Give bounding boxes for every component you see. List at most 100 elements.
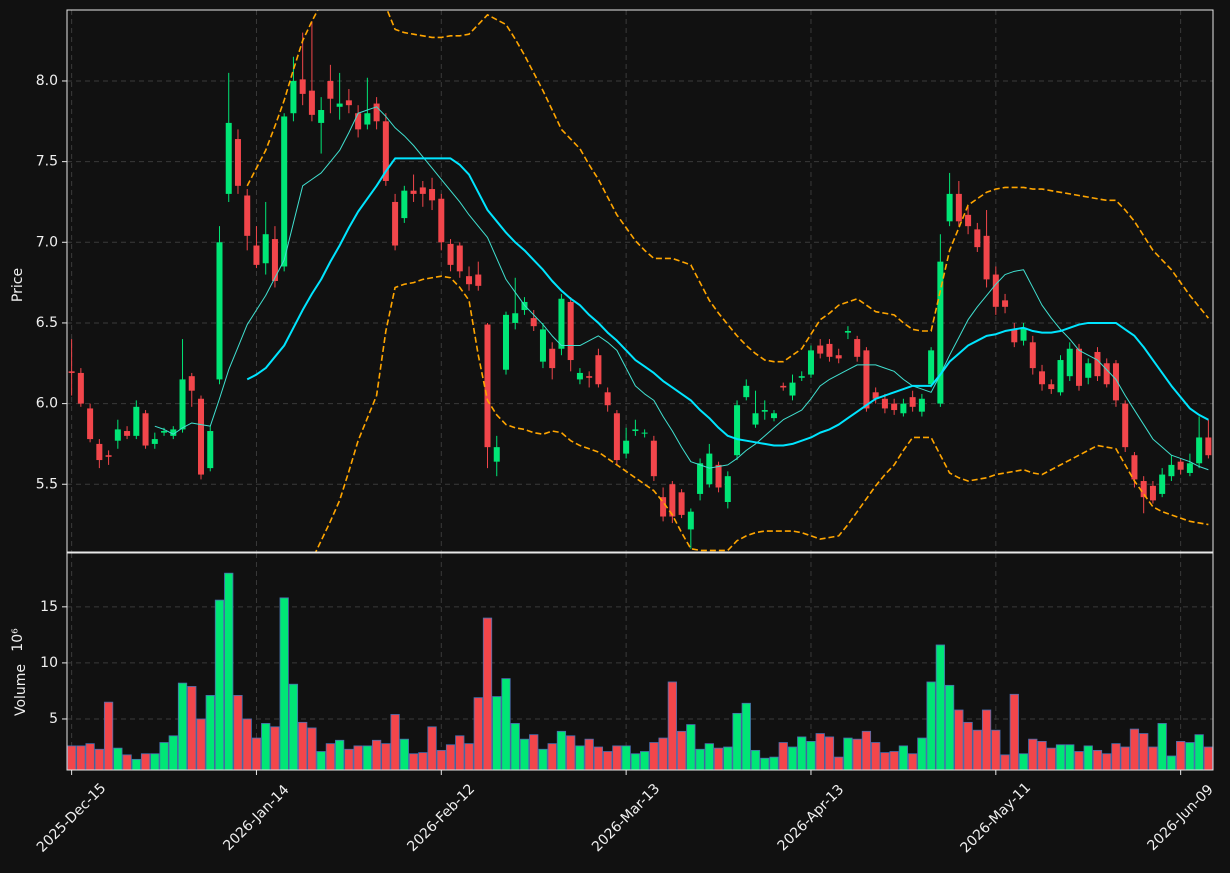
candle-body xyxy=(817,345,824,354)
volume-bar xyxy=(1148,746,1158,771)
candle-body xyxy=(660,497,667,517)
volume-bar xyxy=(834,756,844,771)
candle-body xyxy=(650,440,657,477)
candle-body xyxy=(623,440,630,454)
volume-bar xyxy=(1129,728,1140,771)
candle-body xyxy=(438,198,445,243)
candle-body xyxy=(1048,384,1055,390)
candle-body xyxy=(937,261,944,404)
volume-bar xyxy=(381,743,391,771)
candle-body xyxy=(161,431,168,433)
candle-body xyxy=(392,201,399,246)
volume-axis-label: Volume xyxy=(13,664,29,716)
volume-bar xyxy=(732,712,742,771)
volume-bar xyxy=(778,742,788,771)
candle-body xyxy=(807,350,814,375)
volume-bar xyxy=(1074,751,1084,771)
candle-body xyxy=(466,276,473,285)
y-tick-label: 6.0 xyxy=(36,396,58,412)
candle-body xyxy=(1159,474,1166,494)
candle-body xyxy=(900,403,907,414)
candle-body xyxy=(1196,437,1203,464)
volume-bar xyxy=(954,709,964,771)
candle-body xyxy=(336,103,343,107)
volume-bar xyxy=(667,681,677,771)
volume-bar xyxy=(797,736,807,771)
volume-bar xyxy=(113,747,123,771)
volume-bar xyxy=(307,727,317,771)
candle-body xyxy=(1122,403,1129,448)
candle-body xyxy=(1177,461,1184,470)
y-tick-label: 7.0 xyxy=(36,234,58,250)
volume-bar xyxy=(1102,753,1112,771)
candle-body xyxy=(955,193,962,222)
volume-bar xyxy=(612,745,622,771)
candle-body xyxy=(586,376,593,378)
volume-bar xyxy=(205,695,215,771)
volume-bar xyxy=(1028,738,1038,771)
volume-bar xyxy=(1120,746,1130,771)
volume-bar xyxy=(1092,749,1103,771)
candle-body xyxy=(262,234,269,264)
volume-bar xyxy=(427,726,437,771)
candle-body xyxy=(965,214,972,227)
volume-bar xyxy=(1139,733,1149,771)
y-tick-label: 15 xyxy=(40,599,58,615)
candle-body xyxy=(669,484,676,517)
volume-bar xyxy=(630,753,641,771)
candle-body xyxy=(68,371,75,373)
candle-body xyxy=(512,313,519,323)
volume-bar xyxy=(94,748,104,771)
candle-body xyxy=(752,413,759,425)
volume-bar xyxy=(168,735,178,771)
volume-frame xyxy=(66,552,1214,771)
volume-bar xyxy=(658,737,668,771)
candle-body xyxy=(706,453,713,485)
candle-body xyxy=(345,100,352,106)
volume-bar xyxy=(547,743,557,771)
volume-bar xyxy=(131,758,141,771)
indicator-line xyxy=(154,106,1209,471)
volume-bar xyxy=(815,733,825,771)
volume-bar xyxy=(390,714,400,771)
volume-bar xyxy=(852,738,862,771)
volume-bar xyxy=(640,751,650,771)
candle-body xyxy=(179,379,186,430)
price-frame xyxy=(66,9,1214,553)
volume-scale-label: 10⁶ xyxy=(10,628,26,652)
volume-bar xyxy=(122,754,132,771)
candle-body xyxy=(974,229,981,248)
volume-bar xyxy=(1185,742,1195,771)
candle-body xyxy=(207,431,214,469)
candle-body xyxy=(373,103,380,122)
candle-body xyxy=(1066,348,1073,377)
volume-bar xyxy=(750,749,761,771)
volume-bar xyxy=(510,723,520,771)
volume-bar xyxy=(85,743,95,771)
volume-bar xyxy=(251,737,262,771)
volume-bar xyxy=(1009,693,1019,771)
candle-body xyxy=(641,432,648,434)
candle-body xyxy=(410,190,417,194)
volume-bar xyxy=(538,748,548,771)
indicator-line xyxy=(246,157,1209,447)
candle-body xyxy=(114,429,121,441)
candle-body xyxy=(780,385,787,388)
candle-body xyxy=(1020,327,1027,341)
volume-bar xyxy=(769,756,779,771)
candle-body xyxy=(835,355,842,359)
candle-body xyxy=(170,429,177,436)
volume-bar xyxy=(335,739,345,771)
volume-bar xyxy=(676,730,687,771)
candle-body xyxy=(715,464,722,488)
candle-body xyxy=(281,116,288,267)
volume-bar xyxy=(279,597,289,771)
y-tick-label: 8.0 xyxy=(36,73,58,89)
volume-bar xyxy=(889,751,899,771)
candle-body xyxy=(798,376,805,378)
volume-bar xyxy=(806,741,816,771)
candle-body xyxy=(105,455,112,457)
candle-body xyxy=(502,314,509,370)
candle-body xyxy=(234,139,241,186)
candle-body xyxy=(604,392,611,406)
